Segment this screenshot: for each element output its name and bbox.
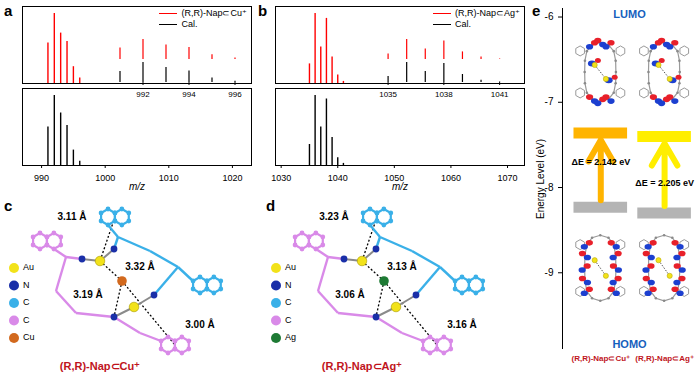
svg-text:(R,R)-Nap⊂Ag⁺: (R,R)-Nap⊂Ag⁺ xyxy=(635,354,694,363)
svg-text:N: N xyxy=(285,280,292,290)
svg-text:Ag: Ag xyxy=(285,332,296,342)
svg-text:3.23 Å: 3.23 Å xyxy=(319,210,348,222)
svg-text:Cu: Cu xyxy=(23,332,35,342)
html-text:(R,R)-Nap⊂Ag⁺: (R,R)-Nap⊂Ag⁺ xyxy=(455,8,520,18)
svg-text:1060: 1060 xyxy=(441,173,461,183)
svg-text:3.16 Å: 3.16 Å xyxy=(447,318,476,330)
svg-text:C: C xyxy=(285,297,292,307)
svg-text:LUMO: LUMO xyxy=(613,8,646,20)
svg-text:-8: -8 xyxy=(545,182,554,193)
svg-text:N: N xyxy=(23,280,30,290)
svg-text:992: 992 xyxy=(136,90,150,99)
svg-text:Energy Level (eV): Energy Level (eV) xyxy=(535,139,546,219)
svg-text:-7: -7 xyxy=(545,96,554,107)
svg-text:1041: 1041 xyxy=(491,90,509,99)
svg-text:1000: 1000 xyxy=(95,173,115,183)
svg-text:3.00 Å: 3.00 Å xyxy=(185,318,214,330)
svg-text:1030: 1030 xyxy=(271,173,291,183)
svg-text:3.06 Å: 3.06 Å xyxy=(335,288,364,300)
svg-text:-6: -6 xyxy=(545,11,554,22)
html-text:c: c xyxy=(4,197,13,214)
svg-text:1040: 1040 xyxy=(328,173,348,183)
svg-text:ΔE = 2.142 eV: ΔE = 2.142 eV xyxy=(571,157,630,167)
svg-text:3.11 Å: 3.11 Å xyxy=(58,210,87,222)
svg-text:(R,R)-Nap⊂Cu⁺: (R,R)-Nap⊂Cu⁺ xyxy=(60,360,140,372)
svg-text:1050: 1050 xyxy=(384,172,405,183)
html-text:(R,R)-Nap⊂Cu⁺: (R,R)-Nap⊂Cu⁺ xyxy=(181,8,247,18)
svg-text:3.19 Å: 3.19 Å xyxy=(73,288,102,300)
html-text:Cal.: Cal. xyxy=(181,19,198,29)
svg-text:HOMO: HOMO xyxy=(612,338,647,350)
svg-text:C: C xyxy=(23,315,30,325)
html-text:b: b xyxy=(258,2,268,19)
svg-text:C: C xyxy=(23,297,30,307)
html-text:d: d xyxy=(266,197,276,214)
html-text:a: a xyxy=(4,2,13,19)
svg-text:990: 990 xyxy=(34,173,49,183)
svg-text:Au: Au xyxy=(23,262,34,272)
svg-text:m/z: m/z xyxy=(392,181,408,192)
svg-text:C: C xyxy=(285,315,292,325)
svg-text:m/z: m/z xyxy=(129,181,145,192)
svg-text:996: 996 xyxy=(228,90,242,99)
svg-text:1035: 1035 xyxy=(379,90,397,99)
svg-text:(R,R)-Nap⊂Ag⁺: (R,R)-Nap⊂Ag⁺ xyxy=(322,360,402,372)
svg-text:Au: Au xyxy=(285,262,296,272)
html-text:Cal.: Cal. xyxy=(455,19,471,29)
svg-text:1020: 1020 xyxy=(222,173,242,183)
svg-text:3.32 Å: 3.32 Å xyxy=(125,260,154,272)
svg-text:(R,R)-Nap⊂Cu⁺: (R,R)-Nap⊂Cu⁺ xyxy=(572,354,631,363)
svg-text:ΔE = 2.205 eV: ΔE = 2.205 eV xyxy=(635,178,694,188)
html-text:e: e xyxy=(532,2,541,19)
svg-text:1010: 1010 xyxy=(159,173,179,183)
svg-text:3.13 Å: 3.13 Å xyxy=(387,260,416,272)
svg-text:-9: -9 xyxy=(545,267,554,278)
svg-text:1038: 1038 xyxy=(435,90,453,99)
svg-text:994: 994 xyxy=(182,90,196,99)
svg-text:1070: 1070 xyxy=(498,173,518,183)
